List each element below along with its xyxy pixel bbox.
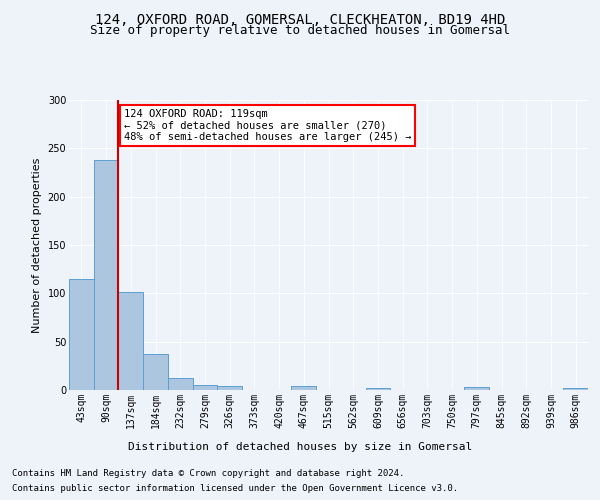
Bar (69, 279, 94, 390)
Bar (118, 292, 143, 390)
Y-axis label: Number of detached properties: Number of detached properties (32, 158, 42, 332)
Text: Size of property relative to detached houses in Gomersal: Size of property relative to detached ho… (90, 24, 510, 37)
Bar (217, 386, 242, 390)
Text: 124 OXFORD ROAD: 119sqm
← 52% of detached houses are smaller (270)
48% of semi-d: 124 OXFORD ROAD: 119sqm ← 52% of detache… (124, 108, 411, 142)
Text: Contains HM Land Registry data © Crown copyright and database right 2024.: Contains HM Land Registry data © Crown c… (12, 469, 404, 478)
Bar (193, 385, 217, 390)
Text: Contains public sector information licensed under the Open Government Licence v3: Contains public sector information licen… (12, 484, 458, 493)
Text: Distribution of detached houses by size in Gomersal: Distribution of detached houses by size … (128, 442, 472, 452)
Bar (365, 388, 390, 390)
Bar (94, 160, 118, 390)
Bar (143, 354, 168, 390)
Bar (563, 388, 588, 390)
Bar (464, 387, 489, 390)
Text: 124, OXFORD ROAD, GOMERSAL, CLECKHEATON, BD19 4HD: 124, OXFORD ROAD, GOMERSAL, CLECKHEATON,… (95, 12, 505, 26)
Bar (168, 378, 193, 390)
Bar (292, 386, 316, 390)
